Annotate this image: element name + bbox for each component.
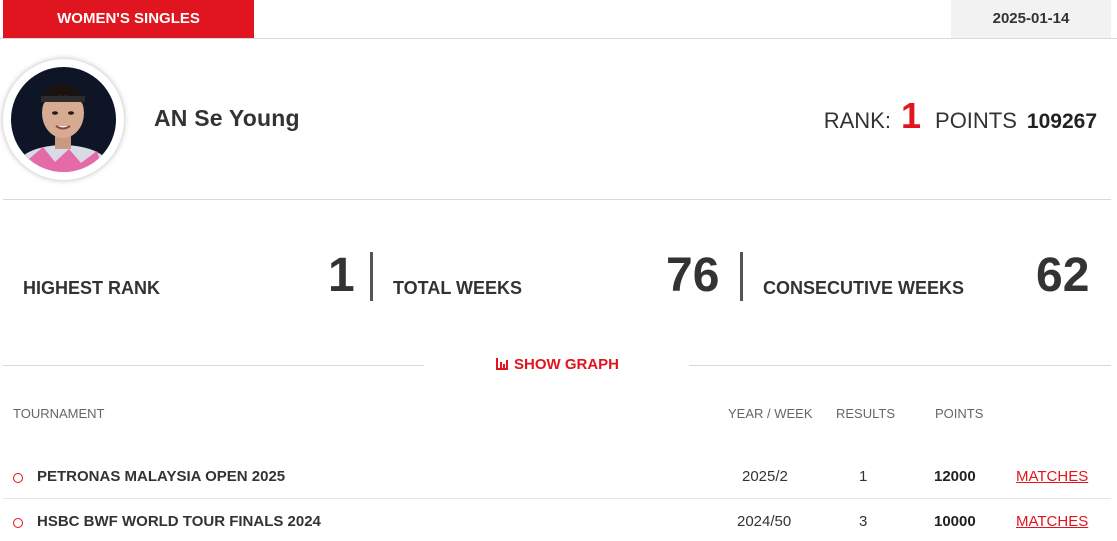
highest-rank-value: 1 [328,249,355,302]
player-photo-icon [11,67,116,172]
points-label: POINTS [935,108,1017,133]
consecutive-weeks-value: 62 [1036,249,1090,302]
top-bar: WOMEN'S SINGLES 2025-01-14 [0,0,1117,39]
highest-rank-label: HIGHEST RANK [23,278,161,298]
divider [3,199,1111,200]
points: 12000 [934,468,976,485]
consecutive-weeks-label: CONSECUTIVE WEEKS [763,278,965,298]
stat-divider [740,252,743,301]
result: 1 [859,468,868,485]
points: 10000 [934,513,976,530]
total-weeks-value: 76 [666,249,720,302]
year-week: 2024/50 [737,513,792,530]
show-graph-button[interactable]: SHOW GRAPH [495,354,619,374]
category-tab[interactable]: WOMEN'S SINGLES [3,0,254,38]
table-row: PETRONAS MALAYSIA OPEN 2025 2025/2 1 120… [3,454,1111,499]
tournament-name: HSBC BWF WORLD TOUR FINALS 2024 [37,513,321,530]
stat-divider [370,252,373,301]
results-header: RESULTS [836,406,895,421]
points-value: 109267 [1026,110,1097,133]
total-weeks-label: TOTAL WEEKS [393,278,523,298]
matches-link[interactable]: MATCHES [1016,513,1089,530]
bullet-icon [13,518,23,528]
ranking-date[interactable]: 2025-01-14 [951,0,1111,38]
rank-value: 1 [900,95,922,136]
tournament-header: TOURNAMENT [13,406,105,421]
result: 3 [859,513,868,530]
year-week: 2025/2 [742,468,788,485]
rank-points: RANK: 1 POINTS 109267 [824,98,1097,138]
year-week-header: YEAR / WEEK [728,406,813,421]
divider [3,365,424,366]
show-graph-label: SHOW GRAPH [514,355,619,373]
player-avatar [3,59,124,180]
bar-chart-icon [496,358,508,370]
rank-label: RANK: [823,108,891,133]
points-header: POINTS [935,406,984,421]
table-row: HSBC BWF WORLD TOUR FINALS 2024 2024/50 … [3,499,1111,541]
divider [689,365,1111,366]
matches-link[interactable]: MATCHES [1016,468,1089,485]
player-name: AN Se Young [154,105,300,131]
bullet-icon [13,473,23,483]
tournament-name: PETRONAS MALAYSIA OPEN 2025 [37,468,286,485]
